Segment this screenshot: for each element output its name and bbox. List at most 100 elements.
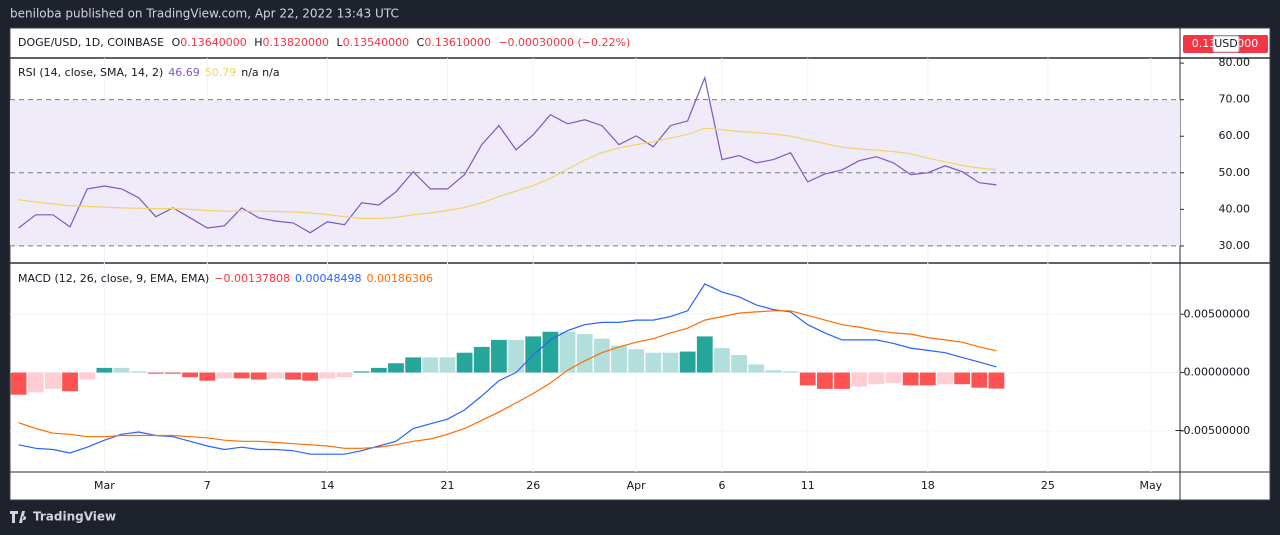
histogram-bar [593, 338, 610, 373]
histogram-bar [714, 348, 730, 373]
currency[interactable]: USD [1214, 37, 1238, 50]
histogram-bar [233, 372, 250, 379]
histogram-bar [268, 372, 284, 379]
histogram-bar [62, 372, 78, 392]
series-line [18, 75, 997, 234]
x-tick-label: 6 [718, 479, 725, 492]
x-tick-label: 14 [320, 479, 334, 492]
histogram-bar [662, 352, 679, 373]
histogram-bar [302, 372, 319, 381]
histogram-bar [971, 372, 988, 388]
ohlc-key: L [337, 36, 344, 49]
ohlc-value: 0.13820000 [263, 36, 329, 49]
y-tick-label: 60.00 [1219, 129, 1251, 142]
price-legend: DOGE/USD, 1D, COINBASE O0.13640000 H0.13… [18, 36, 630, 49]
x-tick-label: 11 [801, 479, 815, 492]
histogram-bar [491, 339, 507, 373]
histogram-bar [250, 372, 267, 380]
histogram-bar [937, 372, 953, 385]
y-tick-label: 30.00 [1219, 239, 1251, 252]
legend-value: 50.79 [205, 66, 237, 79]
histogram-bar [834, 372, 850, 389]
histogram-bar [851, 372, 868, 387]
histogram-bar [336, 372, 353, 378]
histogram-bar [130, 371, 147, 373]
y-tick-label: −0.00500000 [1174, 424, 1250, 437]
legend-value: 0.00048498 [295, 272, 361, 285]
histogram-bar [456, 352, 473, 373]
histogram-bar [422, 357, 439, 373]
histogram-bar [508, 339, 524, 373]
indicator-legend: RSI (14, close, SMA, 14, 2) 46.69 50.79 n/a… [18, 66, 280, 79]
header: beniloba published on TradingView.com, A… [10, 7, 399, 21]
x-tick-label: 25 [1041, 479, 1055, 492]
logo-icon [10, 511, 27, 523]
change: −0.00030000 (−0.22%) [498, 36, 630, 49]
series-line [18, 283, 997, 455]
histogram-bar [645, 352, 662, 373]
ohlc-key: H [254, 36, 262, 49]
histogram-bar [473, 346, 490, 373]
series-line [18, 310, 997, 449]
histogram-bar [799, 372, 816, 386]
x-tick-label: 26 [526, 479, 540, 492]
histogram-bar [919, 372, 936, 386]
histogram-bar [765, 370, 782, 373]
ohlc-value: 0.13540000 [343, 36, 409, 49]
histogram-bar [816, 372, 833, 389]
histogram-bar [388, 363, 404, 373]
series-line [18, 127, 997, 220]
histogram-bar [27, 372, 44, 393]
legend-value: −0.00137808 [214, 272, 290, 285]
histogram-bar [182, 372, 199, 378]
x-tick-label: 21 [440, 479, 454, 492]
histogram-bar [679, 351, 696, 373]
histogram-bar [405, 357, 422, 373]
x-tick-label: Mar [94, 479, 115, 492]
histogram-bar [199, 372, 216, 381]
histogram-bar [576, 334, 593, 373]
histogram-bar [285, 372, 301, 380]
footer: TradingView [33, 510, 116, 524]
x-tick-label: Apr [627, 479, 647, 492]
x-tick-label: 18 [921, 479, 935, 492]
indicator-legend: MACD (12, 26, close, 9, EMA, EMA) −0.0013… [18, 272, 433, 285]
y-tick-label: 50.00 [1219, 166, 1251, 179]
histogram-bar [353, 371, 370, 373]
histogram-bar [731, 355, 747, 373]
ohlc-value: 0.13610000 [424, 36, 490, 49]
histogram-bar [611, 345, 627, 373]
histogram-bar [902, 372, 919, 386]
histogram-bar [44, 372, 61, 389]
chart-area [9, 27, 1271, 501]
ohlc-value: 0.13640000 [180, 36, 246, 49]
histogram-bar [885, 372, 902, 384]
currency-box[interactable] [1212, 35, 1240, 53]
histogram-bar [628, 349, 645, 373]
y-tick-label: 80.00 [1219, 56, 1251, 69]
histogram-bar [559, 331, 576, 373]
histogram-bar [954, 372, 971, 385]
symbol: DOGE/USD, 1D, COINBASE [18, 36, 164, 49]
histogram-bar [147, 372, 164, 374]
histogram-bar [782, 371, 799, 373]
ohlc-key: C [417, 36, 425, 49]
footer-logo: TradingView [10, 510, 116, 524]
histogram-bar [165, 372, 181, 374]
y-tick-label: 70.00 [1219, 93, 1251, 106]
histogram-bar [319, 372, 336, 379]
y-tick-label: 0.00500000 [1184, 307, 1250, 320]
legend-extra: n/a n/a [241, 66, 279, 79]
ohlc-key: O [172, 36, 181, 49]
legend-value: 0.00186306 [366, 272, 432, 285]
x-tick-label: 7 [204, 479, 211, 492]
histogram-bar [748, 364, 765, 373]
histogram-bar [439, 357, 456, 373]
x-tick-label: May [1139, 479, 1162, 492]
histogram-bar [113, 367, 130, 373]
legend-title: RSI (14, close, SMA, 14, 2) [18, 66, 163, 79]
y-tick-label: 40.00 [1219, 202, 1251, 215]
histogram-bar [79, 372, 96, 380]
